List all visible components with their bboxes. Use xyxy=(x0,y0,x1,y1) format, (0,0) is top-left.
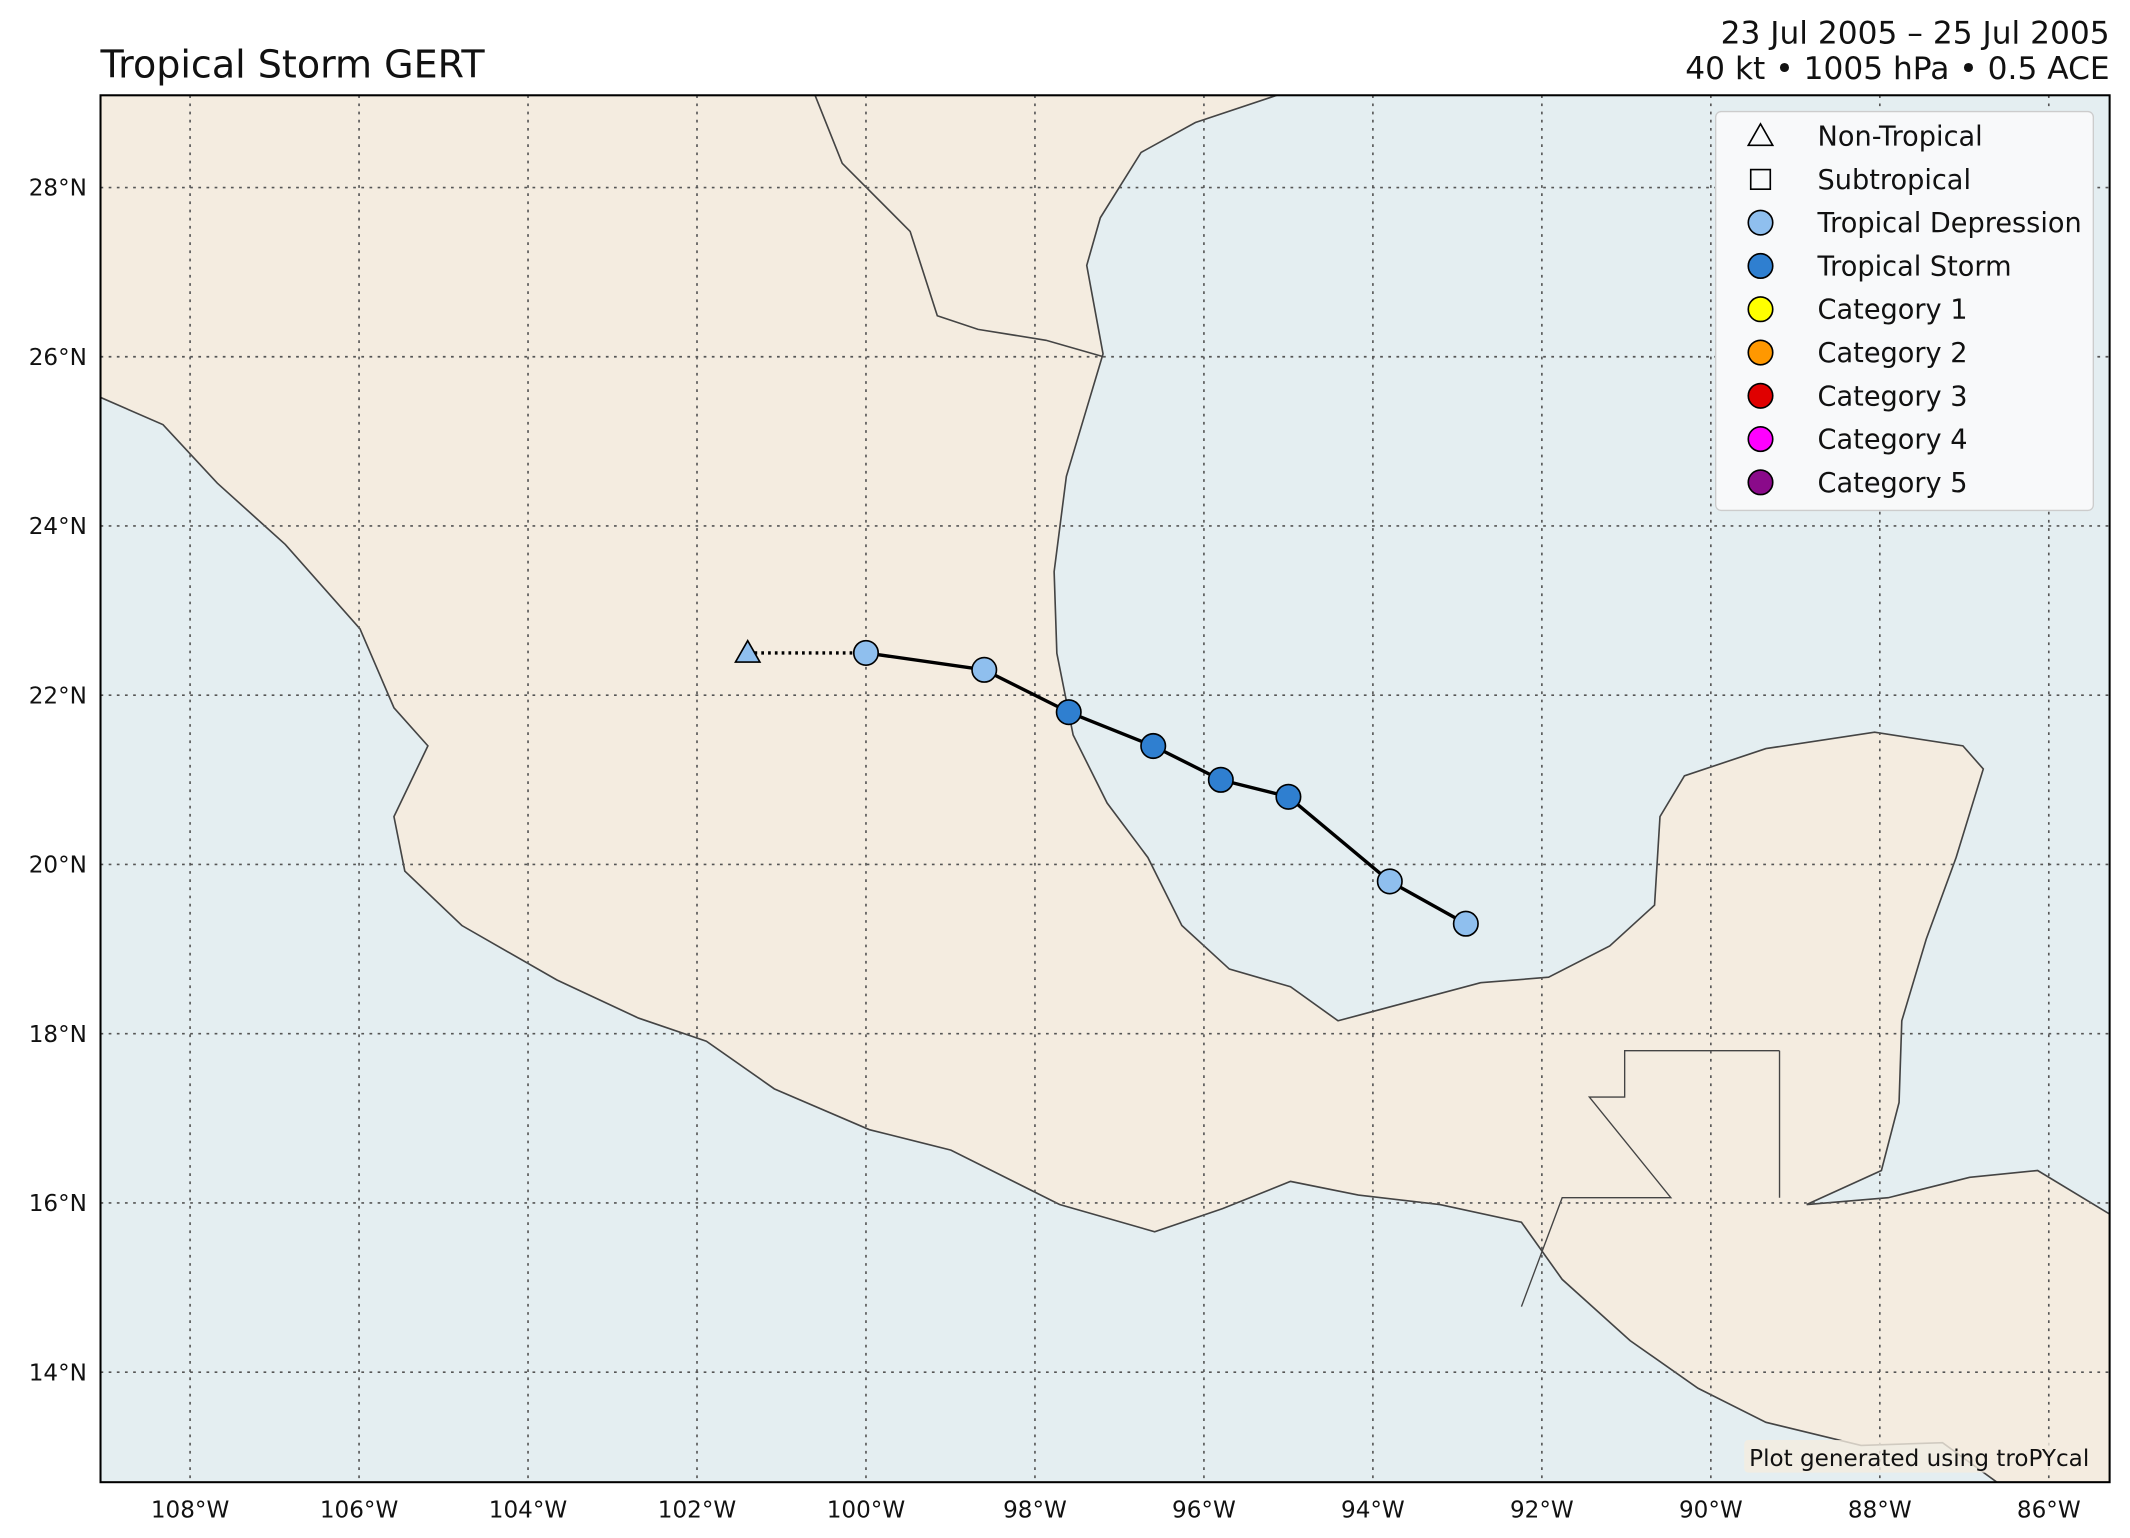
legend-marker xyxy=(1747,469,1774,496)
legend-label: Tropical Storm xyxy=(1817,251,2012,282)
legend-label: Category 2 xyxy=(1818,338,1968,369)
legend-marker xyxy=(1747,296,1774,323)
y-tick-label: 26°N xyxy=(29,345,87,371)
credit-box xyxy=(1744,1440,2095,1473)
x-tick-label: 94°W xyxy=(1341,1498,1405,1524)
x-tick-label: 98°W xyxy=(1003,1498,1067,1524)
credit: Plot generated using troPYcal xyxy=(1749,1446,2089,1472)
legend-box xyxy=(1715,110,2095,512)
x-tick-label: 100°W xyxy=(827,1498,906,1524)
track-segment xyxy=(1388,879,1467,926)
border xyxy=(814,94,1104,358)
legend-marker xyxy=(1749,168,1772,191)
legend-marker xyxy=(1747,209,1774,236)
legend-label: Category 1 xyxy=(1818,295,1968,326)
legend-marker xyxy=(1747,426,1774,453)
y-tick-label: 24°N xyxy=(29,514,87,540)
track-segment xyxy=(983,668,1070,714)
y-tick-label: 28°N xyxy=(29,176,87,202)
track-segment xyxy=(1068,710,1154,748)
track-point xyxy=(1055,699,1082,726)
y-tick-label: 18°N xyxy=(29,1022,87,1048)
track-point xyxy=(852,639,880,666)
x-tick-label: 86°W xyxy=(2017,1498,2081,1524)
border xyxy=(1520,1050,1780,1307)
x-tick-label: 88°W xyxy=(1848,1498,1912,1524)
x-tick-label: 96°W xyxy=(1172,1498,1236,1524)
y-tick-label: 20°N xyxy=(29,853,87,879)
track-point xyxy=(1376,868,1403,895)
y-tick-label: 22°N xyxy=(29,683,87,709)
subtitle: 23 Jul 2005 – 25 Jul 2005 xyxy=(1721,16,2110,52)
track-point xyxy=(1275,783,1302,810)
legend-marker xyxy=(1747,382,1774,409)
x-tick-label: 104°W xyxy=(489,1498,568,1524)
legend-label: Tropical Depression xyxy=(1817,208,2082,239)
legend-marker xyxy=(1747,252,1774,280)
frame xyxy=(99,94,2111,1484)
x-tick-label: 90°W xyxy=(1679,1498,1743,1524)
legend-label: Category 4 xyxy=(1818,425,1968,456)
legend-label: Category 5 xyxy=(1818,468,1968,499)
x-tick-label: 106°W xyxy=(320,1498,399,1524)
legend-label: Subtropical xyxy=(1818,165,1971,196)
y-tick-label: 14°N xyxy=(29,1360,87,1386)
track-point xyxy=(971,656,998,683)
track-point xyxy=(1207,766,1234,793)
subtitle: 40 kt • 1005 hPa • 0.5 ACE xyxy=(1685,51,2109,87)
legend-label: Non-Tropical xyxy=(1818,122,1983,153)
legend-marker xyxy=(1747,339,1774,366)
x-tick-label: 108°W xyxy=(151,1498,230,1524)
legend-label: Category 3 xyxy=(1818,381,1968,412)
track-point xyxy=(1140,732,1167,760)
x-tick-label: 92°W xyxy=(1510,1498,1574,1524)
chart-title: Tropical Storm GERT xyxy=(100,43,486,87)
track-segment xyxy=(865,651,985,672)
track-point xyxy=(1452,910,1479,937)
y-tick-label: 16°N xyxy=(29,1191,87,1217)
track-point xyxy=(734,639,762,663)
track-segment xyxy=(1287,795,1391,883)
land xyxy=(99,94,2111,1484)
legend-marker xyxy=(1746,122,1775,147)
x-tick-label: 102°W xyxy=(658,1498,737,1524)
